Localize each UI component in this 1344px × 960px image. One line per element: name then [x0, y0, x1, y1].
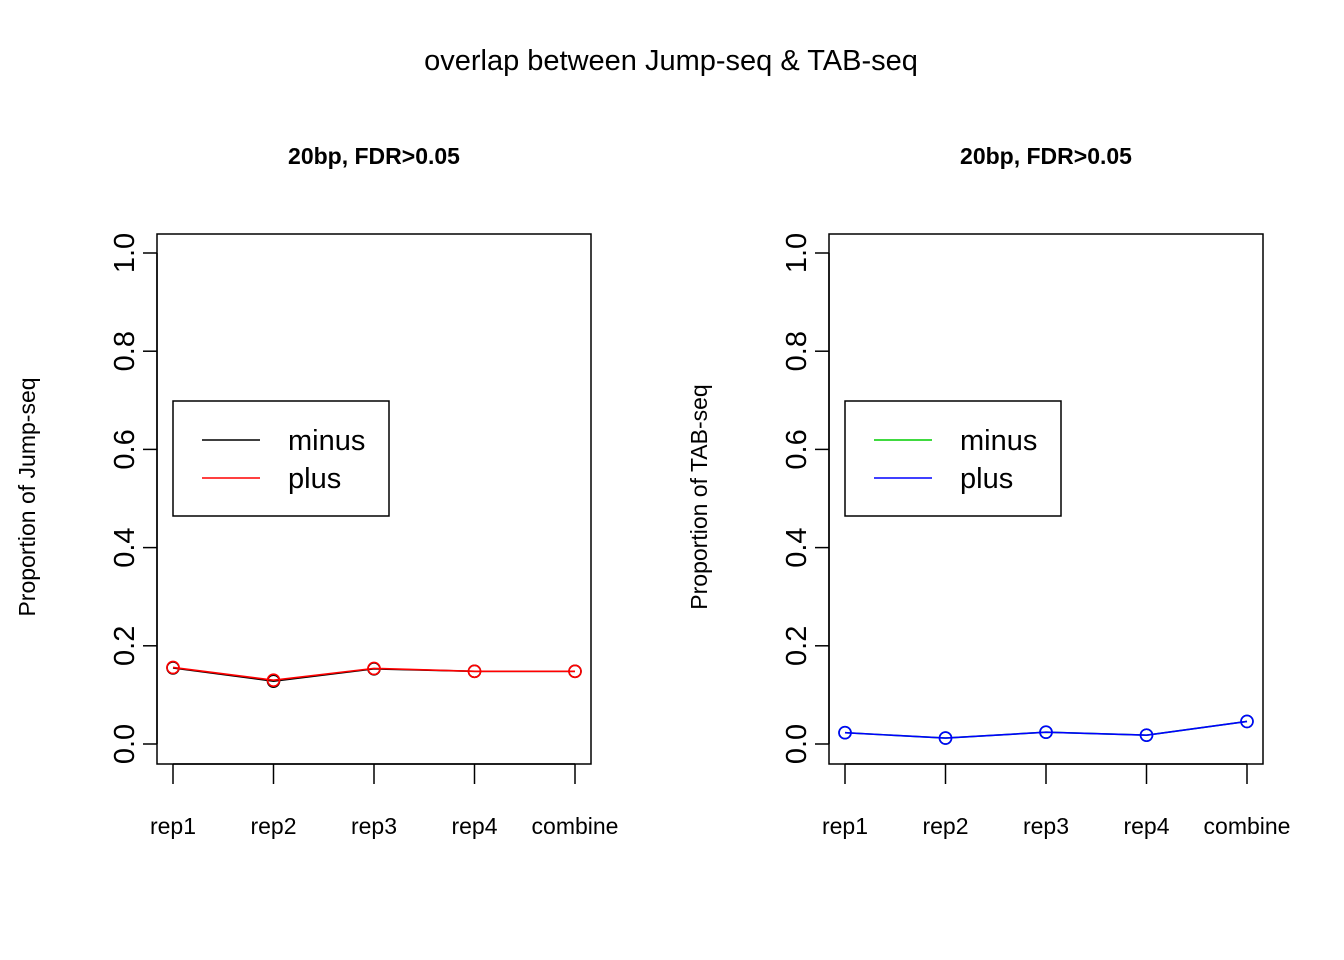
legend-label-plus: plus	[960, 463, 1013, 495]
y-tick-label: 0.2	[109, 626, 141, 666]
y-tick-label: 0.4	[109, 527, 141, 567]
y-tick-label: 0.6	[781, 429, 813, 469]
y-tick-label: 0.8	[781, 331, 813, 371]
panel-title: 20bp, FDR>0.05	[288, 143, 460, 169]
x-tick-label: rep2	[922, 813, 968, 839]
y-tick-label: 0.4	[781, 527, 813, 567]
legend-label-minus: minus	[288, 425, 365, 457]
x-tick-label: rep2	[250, 813, 296, 839]
y-tick-label: 1.0	[109, 233, 141, 273]
data-point-plus	[568, 664, 582, 679]
data-point-plus	[166, 660, 180, 675]
x-tick-label: rep4	[451, 813, 497, 839]
x-tick-label: combine	[1204, 813, 1291, 839]
data-point-plus	[467, 664, 482, 679]
series-line-plus	[844, 720, 1248, 739]
data-point-plus	[1240, 714, 1254, 729]
legend-box	[844, 400, 1062, 517]
y-tick-label: 0.2	[781, 626, 813, 666]
x-tick-label: combine	[532, 813, 619, 839]
legend-label-minus: minus	[960, 425, 1037, 457]
x-tick-label: rep1	[822, 813, 868, 839]
data-point-plus	[1139, 728, 1154, 742]
x-tick-label: rep3	[351, 813, 397, 839]
legend-box	[172, 400, 390, 517]
y-axis-label: Proportion of Jump-seq	[14, 377, 40, 616]
y-tick-label: 0.0	[781, 724, 813, 764]
x-tick-label: rep4	[1123, 813, 1169, 839]
y-tick-label: 0.0	[109, 724, 141, 764]
panel-title: 20bp, FDR>0.05	[960, 143, 1132, 169]
data-point-plus	[367, 661, 381, 676]
figure-title: overlap between Jump-seq & TAB-seq	[424, 45, 918, 77]
y-axis-label: Proportion of TAB-seq	[686, 384, 712, 609]
data-point-plus	[266, 673, 281, 687]
legend-label-plus: plus	[288, 463, 341, 495]
y-tick-label: 0.8	[109, 331, 141, 371]
y-tick-label: 0.6	[109, 429, 141, 469]
x-tick-label: rep1	[150, 813, 196, 839]
left-chart-panel: 20bp, FDR>0.05 0.0 0.2 0.4 0.6 0.8 1.0 Proporti…	[14, 143, 618, 839]
series-line-plus	[172, 666, 575, 681]
y-tick-label: 1.0	[781, 233, 813, 273]
right-chart-panel: 20bp, FDR>0.05 0.0 0.2 0.4 0.6 0.8 1.0 Proporti…	[686, 143, 1290, 839]
data-point-plus	[1039, 725, 1053, 740]
x-tick-label: rep3	[1023, 813, 1069, 839]
data-point-plus	[938, 731, 953, 745]
data-point-plus	[838, 725, 852, 740]
